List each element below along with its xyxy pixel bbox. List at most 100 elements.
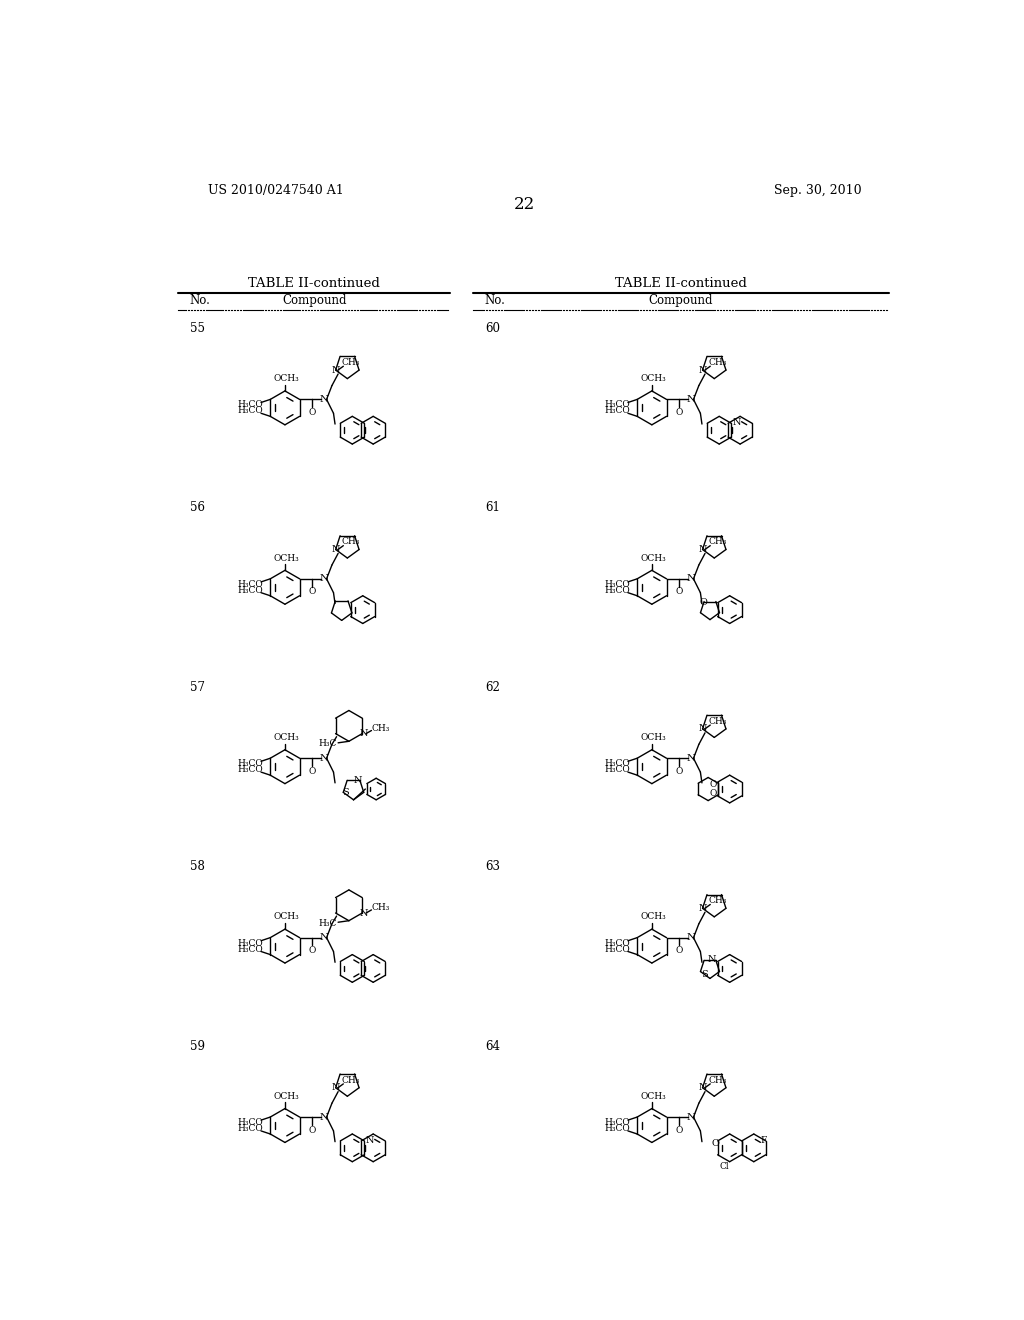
Text: N: N	[319, 754, 329, 763]
Text: 64: 64	[484, 1040, 500, 1053]
Text: O: O	[709, 780, 717, 789]
Text: N: N	[698, 366, 707, 375]
Text: CH₃: CH₃	[342, 1076, 360, 1085]
Text: CH₃: CH₃	[372, 723, 390, 733]
Text: 22: 22	[514, 197, 536, 213]
Text: US 2010/0247540 A1: US 2010/0247540 A1	[208, 185, 343, 197]
Text: N: N	[359, 908, 368, 917]
Text: O: O	[675, 1126, 683, 1135]
Text: CH₃: CH₃	[709, 358, 727, 367]
Text: 59: 59	[189, 1040, 205, 1053]
Text: CH₃: CH₃	[709, 1076, 727, 1085]
Text: N: N	[698, 725, 707, 734]
Text: Compound: Compound	[649, 294, 714, 308]
Text: N: N	[687, 1113, 695, 1122]
Text: H₃CO: H₃CO	[238, 579, 263, 589]
Text: S: S	[342, 788, 349, 797]
Text: No.: No.	[484, 294, 506, 308]
Text: OCH₃: OCH₃	[641, 374, 667, 383]
Text: O: O	[308, 1126, 315, 1135]
Text: H₃CO: H₃CO	[604, 407, 630, 416]
Text: CH₃: CH₃	[342, 358, 360, 367]
Text: CH₃: CH₃	[372, 903, 390, 912]
Text: OCH₃: OCH₃	[641, 553, 667, 562]
Text: 56: 56	[189, 502, 205, 515]
Text: N: N	[687, 395, 695, 404]
Text: O: O	[675, 408, 683, 417]
Text: F: F	[761, 1137, 767, 1146]
Text: 55: 55	[189, 322, 205, 335]
Text: N: N	[319, 574, 329, 583]
Text: Compound: Compound	[282, 294, 346, 308]
Text: H₃C: H₃C	[318, 919, 337, 928]
Text: H₃C: H₃C	[318, 739, 337, 748]
Text: Sep. 30, 2010: Sep. 30, 2010	[774, 185, 862, 197]
Text: No.: No.	[189, 294, 211, 308]
Text: O: O	[699, 598, 708, 607]
Text: TABLE II-continued: TABLE II-continued	[248, 277, 380, 290]
Text: N: N	[733, 418, 741, 428]
Text: H₃CO: H₃CO	[604, 1118, 630, 1127]
Text: CH₃: CH₃	[342, 537, 360, 546]
Text: H₃CO: H₃CO	[238, 1125, 263, 1133]
Text: CH₃: CH₃	[709, 717, 727, 726]
Text: H₃CO: H₃CO	[604, 945, 630, 953]
Text: N: N	[319, 395, 329, 404]
Text: O: O	[712, 1139, 719, 1148]
Text: O: O	[308, 767, 315, 776]
Text: H₃CO: H₃CO	[238, 586, 263, 595]
Text: CH₃: CH₃	[709, 537, 727, 546]
Text: H₃CO: H₃CO	[604, 766, 630, 775]
Text: H₃CO: H₃CO	[604, 939, 630, 948]
Text: 57: 57	[189, 681, 205, 694]
Text: N: N	[332, 1084, 340, 1092]
Text: OCH₃: OCH₃	[641, 733, 667, 742]
Text: O: O	[308, 587, 315, 597]
Text: N: N	[359, 729, 368, 738]
Text: H₃CO: H₃CO	[604, 586, 630, 595]
Text: N: N	[708, 956, 716, 965]
Text: CH₃: CH₃	[709, 896, 727, 906]
Text: OCH₃: OCH₃	[641, 1092, 667, 1101]
Text: N: N	[698, 1084, 707, 1092]
Text: N: N	[319, 1113, 329, 1122]
Text: H₃CO: H₃CO	[238, 407, 263, 416]
Text: N: N	[353, 776, 361, 785]
Text: 60: 60	[484, 322, 500, 335]
Text: OCH₃: OCH₃	[273, 553, 299, 562]
Text: N: N	[332, 545, 340, 554]
Text: O: O	[675, 767, 683, 776]
Text: H₃CO: H₃CO	[604, 759, 630, 768]
Text: O: O	[675, 587, 683, 597]
Text: Cl: Cl	[720, 1162, 730, 1171]
Text: OCH₃: OCH₃	[273, 733, 299, 742]
Text: H₃CO: H₃CO	[238, 766, 263, 775]
Text: H₃CO: H₃CO	[238, 945, 263, 953]
Text: 61: 61	[484, 502, 500, 515]
Text: TABLE II-continued: TABLE II-continued	[615, 277, 748, 290]
Text: S: S	[701, 970, 709, 979]
Text: H₃CO: H₃CO	[604, 400, 630, 409]
Text: OCH₃: OCH₃	[273, 1092, 299, 1101]
Text: H₃CO: H₃CO	[238, 759, 263, 768]
Text: O: O	[675, 946, 683, 956]
Text: N: N	[366, 1135, 375, 1144]
Text: N: N	[332, 366, 340, 375]
Text: H₃CO: H₃CO	[604, 579, 630, 589]
Text: N: N	[687, 754, 695, 763]
Text: O: O	[308, 946, 315, 956]
Text: N: N	[319, 933, 329, 942]
Text: 58: 58	[189, 861, 205, 874]
Text: N: N	[687, 574, 695, 583]
Text: 62: 62	[484, 681, 500, 694]
Text: H₃CO: H₃CO	[604, 1125, 630, 1133]
Text: H₃CO: H₃CO	[238, 939, 263, 948]
Text: O: O	[308, 408, 315, 417]
Text: OCH₃: OCH₃	[273, 912, 299, 921]
Text: N: N	[698, 545, 707, 554]
Text: H₃CO: H₃CO	[238, 400, 263, 409]
Text: O: O	[709, 788, 717, 797]
Text: N: N	[687, 933, 695, 942]
Text: OCH₃: OCH₃	[641, 912, 667, 921]
Text: 63: 63	[484, 861, 500, 874]
